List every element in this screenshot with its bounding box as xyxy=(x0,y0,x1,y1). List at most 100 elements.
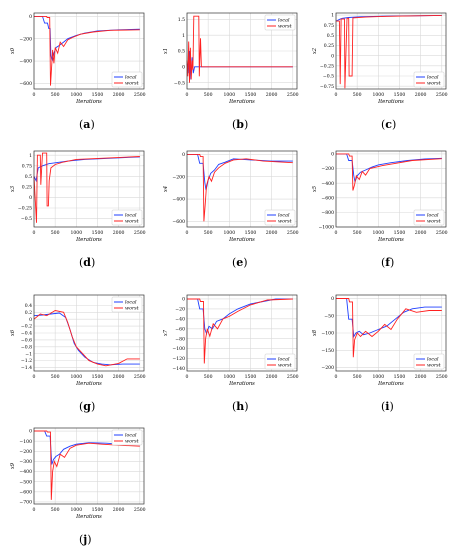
y-tick-label: −200 xyxy=(321,365,334,371)
chart-a: 0 500 1000 1500 2000 2500 −600 −400 −200 0 Iterati… xyxy=(10,12,146,105)
y-axis-label: x5 xyxy=(312,186,318,192)
y-tick-label: 1 xyxy=(29,153,32,159)
x-tick-label: 500 xyxy=(51,230,60,236)
x-axis-label: Iterations xyxy=(377,237,404,243)
y-axis-label: x3 xyxy=(10,185,16,192)
series-line-worst xyxy=(33,152,140,223)
y-tick-label: 0.75 xyxy=(22,163,32,169)
plot-frame xyxy=(33,150,145,228)
y-tick-label: −400 xyxy=(172,197,185,203)
legend-label-local: local xyxy=(427,213,439,219)
y-axis-label: x6 xyxy=(10,329,16,336)
y-tick-label: −100 xyxy=(321,331,334,337)
y-tick-label: 0.5 xyxy=(25,174,32,180)
y-tick-label: −50 xyxy=(324,313,334,319)
y-tick-label: 1 xyxy=(331,13,334,19)
series-line-local xyxy=(187,153,293,191)
y-tick-label: −700 xyxy=(19,500,32,506)
y-tick-label: −300 xyxy=(19,459,32,465)
legend-label-worst: worst xyxy=(125,219,139,225)
panel-caption-b: (b) xyxy=(232,118,249,131)
chart-h: 0 500 1000 1500 2000 2500 −140 −120 −100 −80 −60 −4… xyxy=(163,294,299,387)
y-tick-label: −40 xyxy=(175,316,185,322)
series-line-worst xyxy=(34,15,140,86)
series-line-worst xyxy=(187,298,293,364)
x-tick-label: 2500 xyxy=(134,230,146,236)
y-tick-label: −0.25 xyxy=(320,63,334,69)
x-axis-label: Iterations xyxy=(377,381,404,387)
plot-frame xyxy=(33,12,145,90)
legend-label-local: local xyxy=(125,213,137,219)
x-tick-label: 1500 xyxy=(394,92,406,98)
x-axis-label: Iterations xyxy=(75,237,102,243)
y-tick-label: −0.5 xyxy=(174,80,185,86)
x-tick-label: 500 xyxy=(204,92,213,98)
x-tick-label: 2500 xyxy=(436,374,448,380)
y-axis-label: x2 xyxy=(312,48,318,54)
x-tick-label: 0 xyxy=(33,374,36,380)
y-tick-label: −1 xyxy=(25,351,32,357)
panel-caption-d: (d) xyxy=(79,256,96,269)
x-tick-label: 2000 xyxy=(113,92,125,98)
series-line-local xyxy=(336,153,442,184)
y-tick-label: 0 xyxy=(182,297,185,303)
y-tick-label: −1000 xyxy=(318,225,334,231)
x-tick-label: 1500 xyxy=(245,374,257,380)
x-tick-label: 1000 xyxy=(372,92,384,98)
y-axis-label: x1 xyxy=(163,48,169,54)
y-axis-label: x7 xyxy=(163,329,169,336)
chart-c: 0 500 1000 1500 2000 2500 −0.75 −0.5 −0.25 0 0.25 0… xyxy=(312,13,448,105)
x-tick-label: 2000 xyxy=(266,374,278,380)
y-tick-label: −1.4 xyxy=(21,365,32,371)
chart-f: 0 500 1000 1500 2000 2500 −1000 −800 −600 −400 −20… xyxy=(312,150,448,243)
y-tick-label: −200 xyxy=(19,36,32,42)
chart-b: 0 500 1000 1500 2000 2500−0.500.511.5Iteratio… xyxy=(163,12,299,105)
x-tick-label: 0 xyxy=(33,507,36,513)
plot-frame xyxy=(335,294,447,372)
x-tick-label: 2000 xyxy=(415,230,427,236)
x-tick-label: 1500 xyxy=(92,507,104,513)
y-tick-label: −600 xyxy=(19,81,32,87)
panel-caption-i: (i) xyxy=(381,400,394,413)
x-tick-label: 1000 xyxy=(223,92,235,98)
legend-label-worst: worst xyxy=(427,81,441,87)
y-tick-label: 0 xyxy=(182,152,185,158)
legend-label-local: local xyxy=(427,357,439,363)
y-tick-label: 0.4 xyxy=(25,303,32,309)
x-tick-label: 1000 xyxy=(223,374,235,380)
plot-frame xyxy=(186,294,298,372)
y-tick-label: −100 xyxy=(172,346,185,352)
grid xyxy=(335,13,446,89)
series-line-local xyxy=(34,430,140,465)
y-tick-label: 0 xyxy=(29,14,32,20)
x-tick-label: 1500 xyxy=(394,374,406,380)
y-tick-label: −200 xyxy=(321,166,334,172)
series-line-worst xyxy=(336,153,442,191)
y-tick-label: −500 xyxy=(19,479,32,485)
y-tick-label: 1.5 xyxy=(178,17,185,23)
x-tick-label: 1000 xyxy=(70,230,82,236)
y-tick-label: −0.8 xyxy=(21,344,32,350)
y-tick-label: −150 xyxy=(321,348,334,354)
series-line-local xyxy=(186,50,293,80)
y-tick-label: 0 xyxy=(331,296,334,302)
y-tick-label: −0.5 xyxy=(21,216,32,222)
x-tick-label: 2500 xyxy=(436,92,448,98)
x-tick-label: 2000 xyxy=(415,92,427,98)
y-tick-label: −600 xyxy=(19,489,32,495)
chart-i: 0 500 1000 1500 2000 2500 −200 −150 −100 −50 0 Iter… xyxy=(312,294,448,387)
x-tick-label: 500 xyxy=(204,230,213,236)
x-tick-label: 1500 xyxy=(394,230,406,236)
x-axis-label: Iterations xyxy=(75,381,102,387)
y-tick-label: 0 xyxy=(29,429,32,435)
y-tick-label: 1 xyxy=(182,33,185,39)
x-tick-label: 1000 xyxy=(70,374,82,380)
x-axis-label: Iterations xyxy=(377,99,404,105)
